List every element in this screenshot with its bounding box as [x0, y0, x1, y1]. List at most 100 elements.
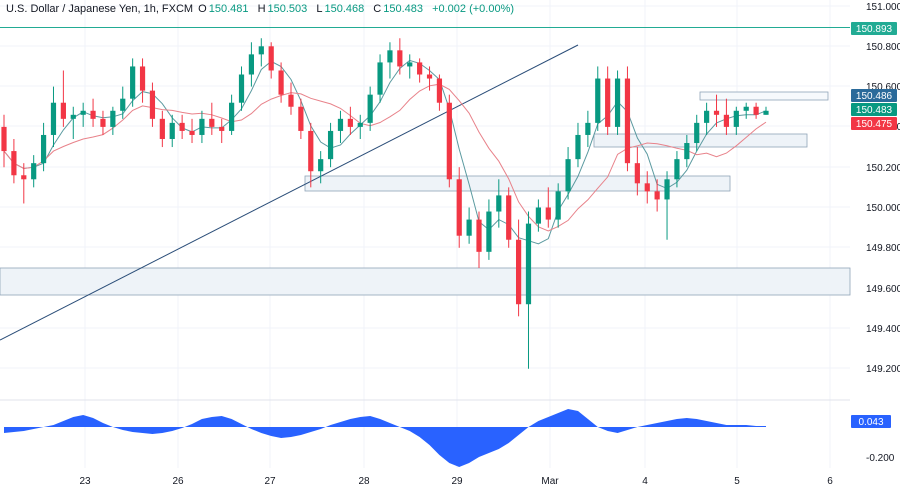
candle-body-12	[120, 98, 126, 111]
price-tag-bg	[851, 117, 897, 130]
candle-body-18	[179, 122, 185, 131]
candle-body-69	[684, 143, 690, 160]
high-label: H	[257, 3, 266, 15]
candle-body-0	[1, 126, 7, 152]
x-tick-label: 26	[172, 476, 184, 487]
candles	[1, 38, 769, 369]
moving-averages	[3, 59, 767, 245]
candle-body-32	[318, 159, 324, 172]
candle-body-6	[60, 102, 66, 119]
candle-body-65	[644, 183, 650, 192]
x-tick-label: 4	[642, 476, 648, 487]
candle-body-9	[90, 110, 96, 119]
price-tag-text: 150.486	[856, 91, 893, 102]
candle-body-73	[723, 114, 730, 127]
price-axis[interactable]: 151.000150.800150.600150.400150.200150.0…	[866, 2, 900, 464]
candle-body-14	[139, 66, 146, 91]
candle-body-58	[575, 134, 581, 160]
candle-body-25	[248, 54, 255, 75]
y-tick-label: 150.000	[866, 203, 900, 214]
price-tag-text: 150.893	[856, 24, 893, 35]
candle-body-47	[466, 219, 472, 236]
candle-body-2	[21, 175, 27, 180]
candle-body-50	[496, 195, 502, 212]
x-tick-label: 5	[734, 476, 740, 487]
candle-body-15	[149, 90, 156, 119]
mid-zone	[304, 175, 731, 192]
candle-body-67	[664, 179, 670, 200]
time-axis[interactable]: 23 26 27 28 29 Mar 4 5 6	[79, 476, 833, 487]
y-tick-label: 149.400	[866, 324, 900, 335]
candle-body-23	[229, 102, 235, 131]
candle-body-51	[506, 195, 512, 240]
y-tick-label: 149.800	[866, 243, 900, 254]
candle-body-55	[545, 207, 551, 220]
y-tick-label: 149.600	[866, 284, 900, 295]
candle-body-31	[308, 130, 314, 172]
candle-body-24	[238, 74, 245, 103]
candle-body-61	[605, 78, 611, 127]
candle-body-30	[298, 106, 304, 131]
symbol-header: U.S. Dollar / Japanese Yen, 1h, FXCM O 15…	[6, 3, 514, 15]
candle-body-39	[387, 50, 393, 63]
candle-body-34	[337, 118, 344, 131]
candle-body-41	[407, 62, 413, 67]
candle-body-22	[219, 126, 225, 131]
lower-support-zone	[0, 267, 851, 296]
candle-body-66	[654, 191, 660, 200]
candle-body-21	[209, 118, 215, 127]
osc-tick-label: -0.200	[866, 453, 895, 464]
candle-body-54	[535, 207, 541, 224]
candle-body-76	[753, 106, 759, 115]
trendline[interactable]	[0, 44, 579, 341]
candle-body-59	[585, 122, 591, 135]
candle-body-77	[763, 110, 769, 115]
close-value: 150.483	[383, 3, 424, 15]
oscillator-pane	[4, 409, 766, 467]
x-tick-label: 23	[79, 476, 91, 487]
candle-body-70	[694, 122, 700, 144]
osc-tag-text: 0.043	[858, 417, 883, 428]
y-tick-label: 151.000	[866, 2, 900, 13]
grid-lines	[0, 0, 850, 468]
candle-body-20	[199, 118, 205, 135]
candle-body-27	[268, 46, 274, 71]
candle-body-36	[357, 122, 363, 127]
candle-body-43	[426, 74, 433, 79]
price-tags: 150.893 150.486 150.483 150.475 0.043	[851, 22, 897, 428]
candle-body-62	[614, 78, 621, 127]
candle-body-57	[565, 159, 571, 192]
candle-body-45	[446, 102, 452, 180]
candle-body-4	[40, 134, 47, 164]
x-tick-label: 28	[358, 476, 370, 487]
candle-body-52	[515, 239, 522, 305]
upper-zone	[699, 91, 829, 101]
candle-body-8	[80, 110, 86, 115]
candle-body-33	[327, 130, 334, 160]
candle-body-17	[169, 122, 175, 139]
candle-body-38	[377, 62, 383, 95]
candle-body-7	[70, 114, 76, 119]
candle-body-71	[704, 110, 710, 123]
symbol-title: U.S. Dollar / Japanese Yen, 1h, FXCM	[6, 3, 194, 15]
sr-zones	[0, 91, 851, 296]
candle-body-53	[525, 223, 532, 305]
candle-body-29	[288, 94, 294, 107]
high-value: 150.503	[267, 3, 308, 15]
candle-body-11	[110, 110, 116, 127]
price-tag-text: 150.475	[856, 119, 893, 130]
x-tick-label: 29	[451, 476, 463, 487]
oscillator-area	[4, 409, 766, 467]
candle-body-72	[713, 110, 720, 115]
x-tick-label: Mar	[541, 476, 559, 487]
candle-body-35	[347, 118, 353, 127]
candle-body-68	[674, 159, 680, 180]
y-tick-label: 149.200	[866, 364, 900, 375]
candle-body-42	[417, 62, 423, 75]
candle-body-5	[50, 102, 57, 135]
open-value: 150.481	[208, 3, 249, 15]
y-tick-label: 150.200	[866, 163, 900, 174]
y-tick-label: 150.800	[866, 42, 900, 53]
candle-body-37	[367, 94, 373, 123]
